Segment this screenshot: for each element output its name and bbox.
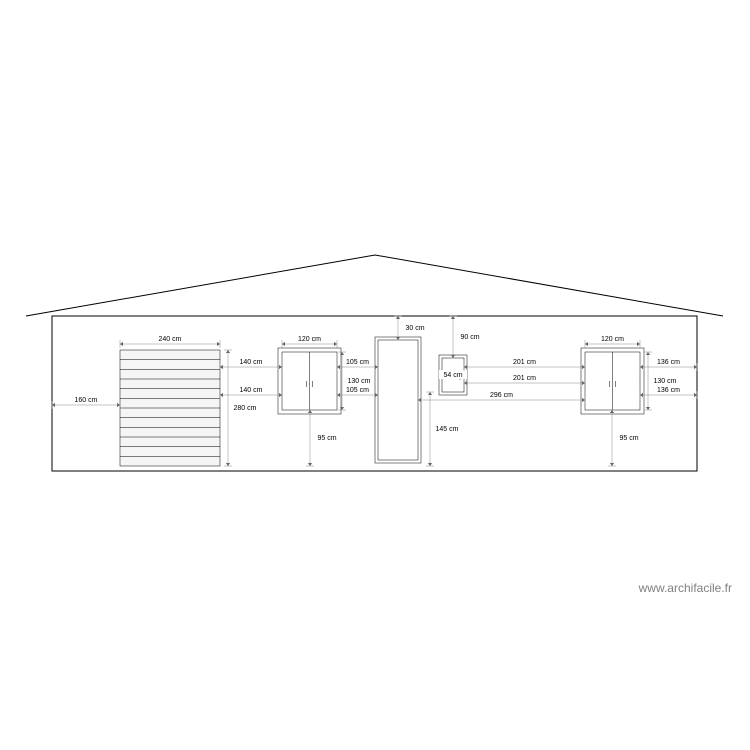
watermark-text: www.archifacile.fr bbox=[639, 581, 732, 595]
dim-d9: 105 cm bbox=[337, 385, 378, 399]
svg-text:140 cm: 140 cm bbox=[240, 359, 263, 366]
svg-text:130 cm: 130 cm bbox=[654, 378, 677, 385]
svg-text:95 cm: 95 cm bbox=[619, 435, 638, 442]
svg-text:90 cm: 90 cm bbox=[460, 334, 479, 341]
svg-text:54 cm: 54 cm bbox=[443, 372, 462, 379]
garage-door bbox=[120, 350, 220, 466]
dim-d22: 95 cm bbox=[608, 410, 643, 466]
dim-d3: 280 cm bbox=[224, 350, 259, 466]
dim-d8: 105 cm bbox=[337, 357, 378, 371]
dim-d4: 140 cm bbox=[220, 357, 282, 371]
svg-text:120 cm: 120 cm bbox=[601, 336, 624, 343]
svg-text:201 cm: 201 cm bbox=[513, 359, 536, 366]
window-right bbox=[581, 348, 644, 414]
dim-d17: 145 cm bbox=[426, 392, 461, 466]
dim-d20: 136 cm bbox=[640, 385, 697, 399]
dim-d5: 140 cm bbox=[220, 385, 282, 399]
svg-text:240 cm: 240 cm bbox=[159, 336, 182, 343]
dim-d1: 240 cm bbox=[120, 334, 220, 348]
svg-text:30 cm: 30 cm bbox=[405, 325, 424, 332]
svg-text:201 cm: 201 cm bbox=[513, 375, 536, 382]
dim-d11: 95 cm bbox=[306, 410, 341, 466]
svg-text:95 cm: 95 cm bbox=[317, 435, 336, 442]
dim-d12: 90 cm bbox=[449, 316, 484, 358]
svg-text:120 cm: 120 cm bbox=[298, 336, 321, 343]
dim-d14: 201 cm bbox=[464, 357, 585, 371]
svg-text:296 cm: 296 cm bbox=[490, 392, 513, 399]
dim-d21: 136 cm bbox=[640, 357, 697, 371]
dim-d18: 120 cm bbox=[585, 334, 640, 348]
dim-d6: 120 cm bbox=[282, 334, 337, 348]
entry-door bbox=[375, 337, 421, 463]
dim-d13: 54 cm bbox=[439, 370, 467, 379]
facade-drawing: 240 cm 160 cm 280 cm 140 cm 140 cm 120 cm 130 … bbox=[0, 0, 750, 750]
svg-text:140 cm: 140 cm bbox=[240, 387, 263, 394]
svg-text:136 cm: 136 cm bbox=[657, 359, 680, 366]
dim-d2: 160 cm bbox=[52, 395, 120, 409]
dim-d10: 30 cm bbox=[394, 316, 429, 340]
svg-text:136 cm: 136 cm bbox=[657, 387, 680, 394]
svg-text:130 cm: 130 cm bbox=[348, 378, 371, 385]
dim-d15: 201 cm bbox=[464, 373, 585, 387]
svg-text:105 cm: 105 cm bbox=[346, 359, 369, 366]
window-left bbox=[278, 348, 341, 414]
svg-text:105 cm: 105 cm bbox=[346, 387, 369, 394]
svg-text:160 cm: 160 cm bbox=[75, 397, 98, 404]
svg-text:145 cm: 145 cm bbox=[436, 426, 459, 433]
roof bbox=[26, 255, 723, 316]
svg-text:280 cm: 280 cm bbox=[234, 405, 257, 412]
